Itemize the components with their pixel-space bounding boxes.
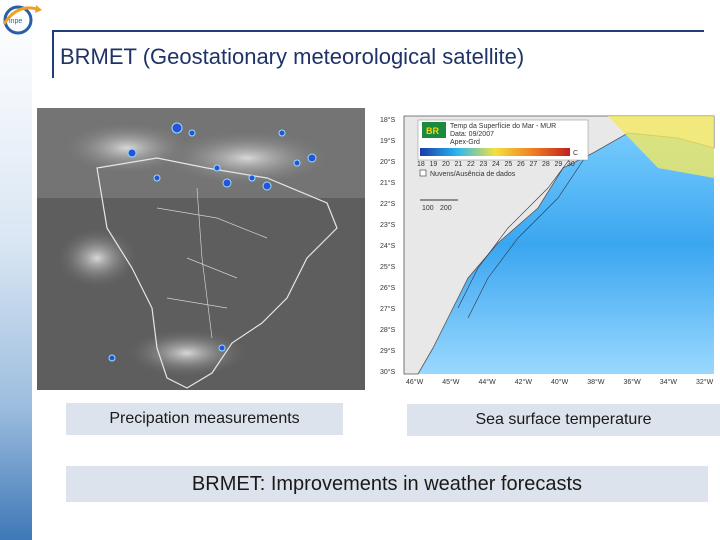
lat-tick-label: 24°S (380, 242, 396, 250)
colorbar (420, 148, 570, 156)
lat-tick-label: 23°S (380, 221, 396, 229)
colorbar-tick-label: 23 (480, 161, 488, 168)
lat-tick-label: 22°S (380, 200, 396, 208)
map-header-line-1: Temp da Superfície do Mar - MUR (450, 123, 556, 130)
colorbar-labels: 18 19 20 21 22 23 24 25 26 27 28 29 30 (417, 161, 575, 168)
precipitation-caption: Precipation measurements (66, 403, 343, 435)
colorbar-tick-label: 19 (430, 161, 438, 168)
lon-tick-label: 32°W (696, 378, 714, 386)
lon-tick-label: 38°W (587, 378, 605, 386)
svg-text:inpe: inpe (9, 18, 22, 25)
colorbar-unit: C (573, 150, 578, 157)
scale-label-1: 100 (422, 205, 434, 212)
colorbar-tick-label: 20 (442, 161, 450, 168)
precipitation-satellite-image (37, 108, 365, 390)
slide-title: BRMET (Geostationary meteorological sate… (60, 44, 525, 69)
lat-tick-label: 27°S (380, 305, 396, 313)
sst-caption: Sea surface temperature (407, 404, 720, 436)
latitude-labels: 18°S 19°S 20°S 21°S 22°S 23°S 24°S 25°S 26°S 27°S… (380, 116, 396, 376)
lon-tick-label: 34°W (660, 378, 678, 386)
colorbar-tick-label: 29 (555, 161, 563, 168)
legend-text: Nuvens/Ausência de dados (430, 171, 516, 178)
colorbar-tick-label: 30 (567, 161, 575, 168)
lat-tick-label: 19°S (380, 137, 396, 145)
colorbar-tick-label: 21 (455, 161, 463, 168)
lon-tick-label: 42°W (515, 378, 533, 386)
lat-tick-label: 28°S (380, 326, 396, 334)
lat-tick-label: 30°S (380, 368, 396, 376)
colorbar-tick-label: 18 (417, 161, 425, 168)
lon-tick-label: 46°W (406, 378, 424, 386)
sea-surface-temperature-map: BR Temp da Superfície do Mar - MUR Data:… (378, 108, 720, 388)
left-decorative-bar (0, 0, 32, 540)
lon-tick-label: 45°W (442, 378, 460, 386)
inpe-logo-icon: inpe (2, 5, 42, 35)
colorbar-tick-label: 28 (542, 161, 550, 168)
colorbar-tick-label: 27 (530, 161, 538, 168)
scale-label-2: 200 (440, 205, 452, 212)
lat-tick-label: 29°S (380, 347, 396, 355)
lat-tick-label: 21°S (380, 179, 396, 187)
forecast-banner: BRMET: Improvements in weather forecasts (66, 466, 708, 502)
colorbar-tick-label: 22 (467, 161, 475, 168)
lon-tick-label: 36°W (624, 378, 642, 386)
legend-swatch (419, 169, 427, 177)
lat-tick-label: 18°S (380, 116, 396, 124)
lat-tick-label: 20°S (380, 158, 396, 166)
title-frame (52, 30, 704, 78)
lat-tick-label: 25°S (380, 263, 396, 271)
lon-tick-label: 44°W (479, 378, 497, 386)
map-header-line-2: Data: 09/2007 (450, 131, 494, 138)
lon-tick-label: 40°W (551, 378, 569, 386)
svg-text:BR: BR (426, 126, 439, 136)
longitude-labels: 46°W 45°W 44°W 42°W 40°W 38°W 36°W 34°W 32°W (406, 378, 714, 386)
colorbar-tick-label: 25 (505, 161, 513, 168)
colorbar-tick-label: 26 (517, 161, 525, 168)
map-header-line-3: Apex-Grd (450, 139, 480, 146)
colorbar-tick-label: 24 (492, 161, 500, 168)
lat-tick-label: 26°S (380, 284, 396, 292)
